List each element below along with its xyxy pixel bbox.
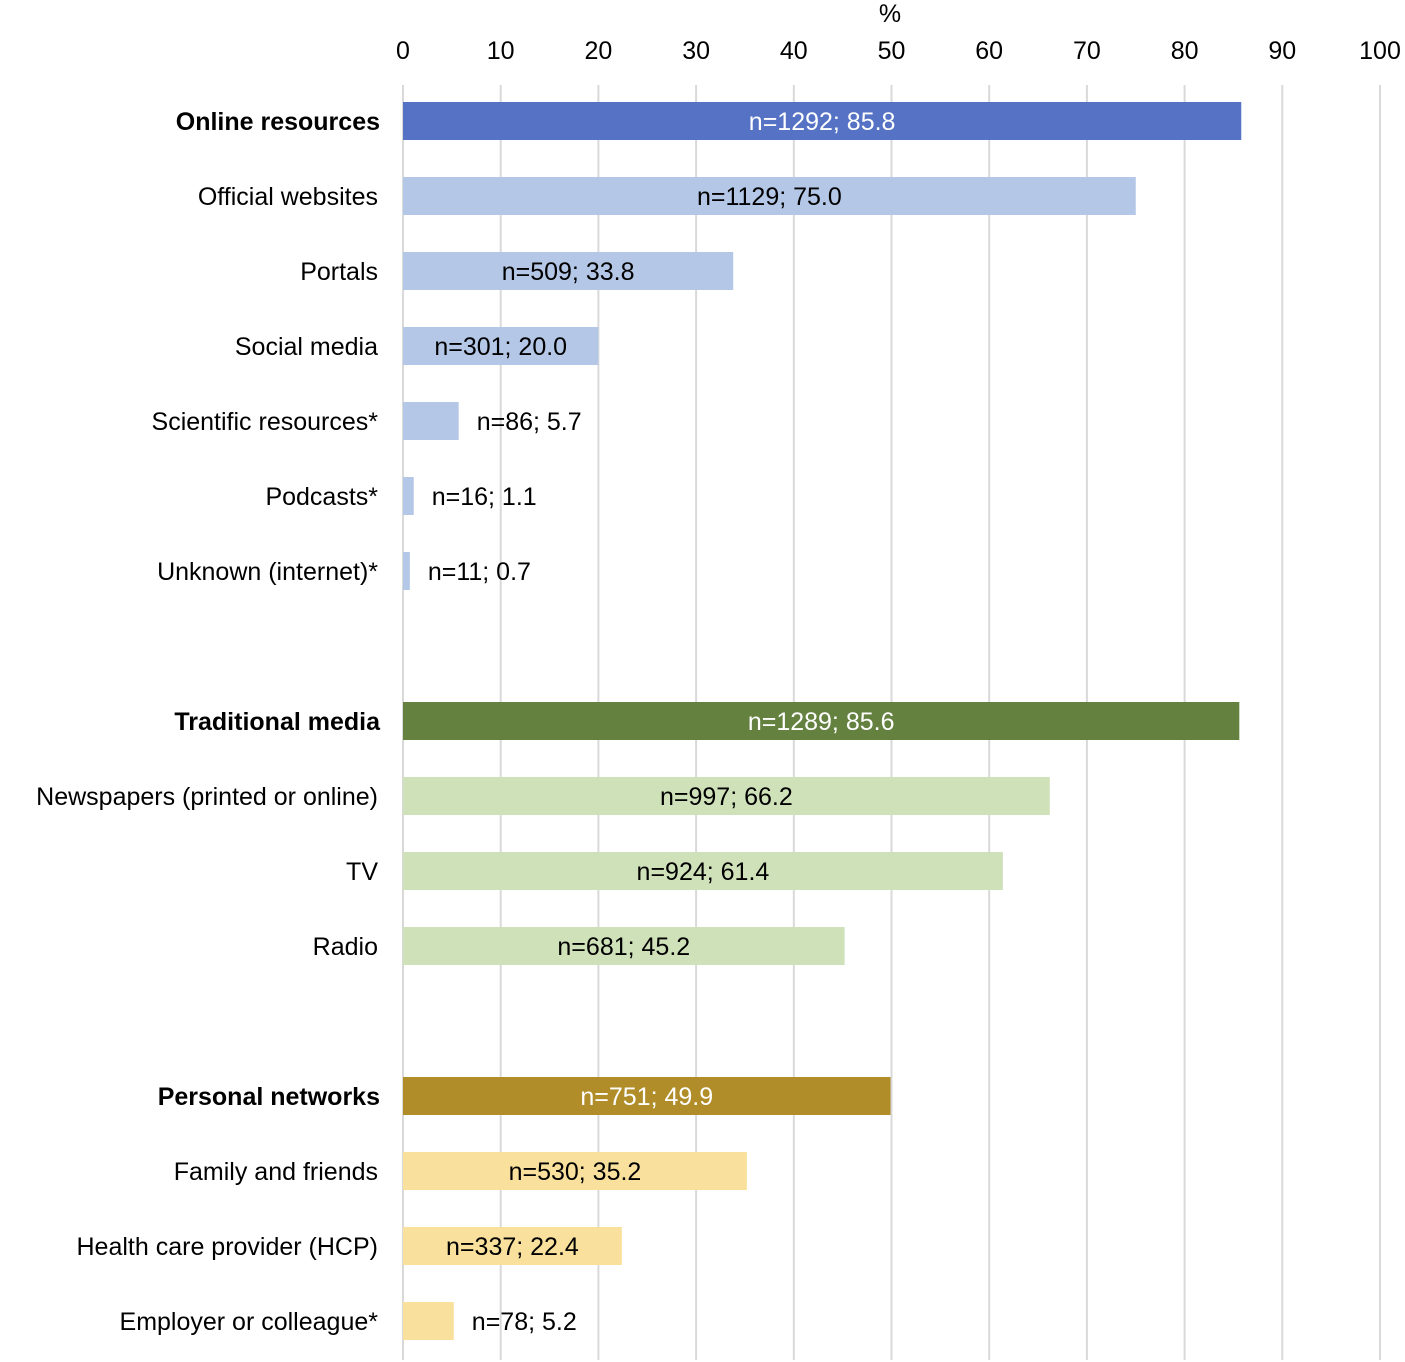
bar-personal-networks [403,1077,891,1115]
x-tick-label-50: 50 [878,37,906,65]
category-label-personal-networks: Personal networks [158,1083,380,1111]
x-tick-label-0: 0 [396,37,410,65]
data-labels: n=1292; 85.8 n=1129; 75.0 n=509; 33.8 n=301… [428,108,896,1336]
x-tick-label-100: 100 [1359,37,1401,65]
x-tick-label-20: 20 [584,37,612,65]
bar-newspapers-printed-or-online [403,777,1050,815]
category-label-family-and-friends: Family and friends [174,1158,378,1186]
bar-scientific-resources [403,402,459,440]
category-label-podcasts: Podcasts* [265,483,378,511]
category-label-social-media: Social media [235,333,378,361]
x-tick-label-80: 80 [1171,37,1199,65]
category-label-tv: TV [346,858,378,886]
bar-unknown-internet [403,552,410,590]
category-label-radio: Radio [313,933,378,961]
bar-tv [403,852,1003,890]
bar-portals [403,252,734,290]
bar-social-media [403,327,599,365]
category-label-portals: Portals [300,258,378,286]
data-label-unknown-internet: n=11; 0.7 [428,558,531,586]
bar-family-and-friends [403,1152,747,1190]
category-label-scientific-resources: Scientific resources* [152,408,379,436]
data-label-personal-networks: n=751; 49.9 [580,1083,713,1111]
bar-traditional-media [403,702,1240,740]
bar-podcasts [403,477,414,515]
category-label-traditional-media: Traditional media [174,708,381,736]
category-label-unknown-internet: Unknown (internet)* [157,558,378,586]
data-label-online-resources: n=1292; 85.8 [749,108,896,136]
data-label-traditional-media: n=1289; 85.6 [748,708,895,736]
x-tick-label-30: 30 [682,37,710,65]
bar-health-care-provider-hcp [403,1227,622,1265]
bars [403,102,1242,1340]
data-label-family-and-friends: n=530; 35.2 [509,1158,642,1186]
data-label-employer-or-colleague: n=78; 5.2 [472,1308,577,1336]
category-labels: Online resources Official websites Portals… [36,108,381,1336]
category-label-health-care-provider-hcp: Health care provider (HCP) [77,1233,379,1261]
category-label-newspapers-printed-or-online: Newspapers (printed or online) [36,783,378,811]
category-label-official-websites: Official websites [198,183,378,211]
x-tick-label-60: 60 [975,37,1003,65]
data-label-portals: n=509; 33.8 [502,258,635,286]
category-label-online-resources: Online resources [176,108,380,136]
data-label-social-media: n=301; 20.0 [434,333,567,361]
data-label-tv: n=924; 61.4 [637,858,770,886]
x-tick-label-40: 40 [780,37,808,65]
data-label-official-websites: n=1129; 75.0 [697,183,842,211]
data-label-podcasts: n=16; 1.1 [432,483,537,511]
bar-employer-or-colleague [403,1302,454,1340]
x-tick-label-70: 70 [1073,37,1101,65]
data-label-newspapers-printed-or-online: n=997; 66.2 [660,783,793,811]
data-label-radio: n=681; 45.2 [557,933,690,961]
data-label-scientific-resources: n=86; 5.7 [477,408,582,436]
x-axis-unit-label: % [879,0,901,28]
bar-online-resources [403,102,1242,140]
data-label-health-care-provider-hcp: n=337; 22.4 [446,1233,579,1261]
bar-official-websites [403,177,1136,215]
bar-radio [403,927,845,965]
x-axis-tick-labels: 0 10 20 30 40 50 60 70 80 90 100 [396,37,1401,65]
category-label-employer-or-colleague: Employer or colleague* [120,1308,379,1336]
x-tick-label-90: 90 [1268,37,1296,65]
x-tick-label-10: 10 [487,37,515,65]
